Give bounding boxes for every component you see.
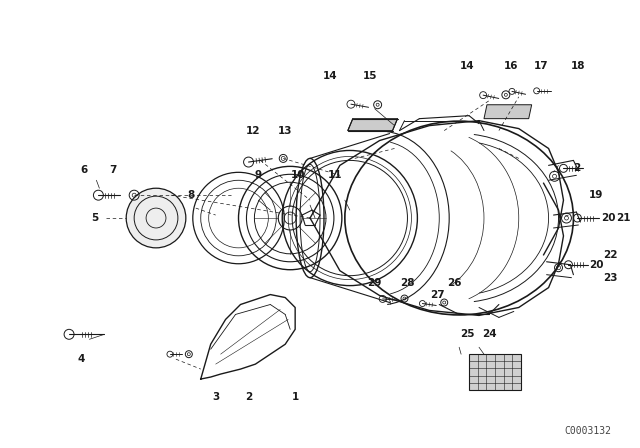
Text: 26: 26	[447, 278, 461, 288]
Text: 23: 23	[603, 273, 618, 283]
Text: 18: 18	[571, 61, 586, 71]
Text: 14: 14	[323, 71, 337, 81]
Text: 15: 15	[362, 71, 377, 81]
Text: 11: 11	[328, 170, 342, 180]
Text: 12: 12	[246, 125, 260, 136]
Text: 1: 1	[292, 392, 299, 402]
Text: 29: 29	[367, 278, 382, 288]
Text: 22: 22	[603, 250, 618, 260]
Text: 20: 20	[601, 213, 616, 223]
Text: 3: 3	[212, 392, 220, 402]
Text: 13: 13	[278, 125, 292, 136]
Text: 20: 20	[589, 260, 604, 270]
Text: 10: 10	[291, 170, 305, 180]
Text: 4: 4	[78, 354, 85, 364]
Text: 17: 17	[534, 61, 549, 71]
Polygon shape	[484, 105, 532, 119]
Text: 24: 24	[482, 329, 496, 339]
Text: 9: 9	[255, 170, 262, 180]
Text: 16: 16	[504, 61, 518, 71]
Text: 8: 8	[187, 190, 195, 200]
Text: 27: 27	[430, 289, 445, 300]
Polygon shape	[348, 119, 397, 130]
Text: 5: 5	[91, 213, 98, 223]
Bar	[469, 354, 521, 390]
Text: 2: 2	[245, 392, 252, 402]
Text: 21: 21	[616, 213, 630, 223]
Text: 7: 7	[109, 165, 117, 175]
Text: 2: 2	[573, 164, 580, 173]
Text: C0003132: C0003132	[565, 426, 612, 436]
Text: 25: 25	[460, 329, 474, 339]
Circle shape	[126, 188, 186, 248]
Text: 28: 28	[400, 278, 415, 288]
Text: 14: 14	[460, 61, 474, 71]
Text: 19: 19	[589, 190, 604, 200]
Text: 6: 6	[81, 165, 88, 175]
